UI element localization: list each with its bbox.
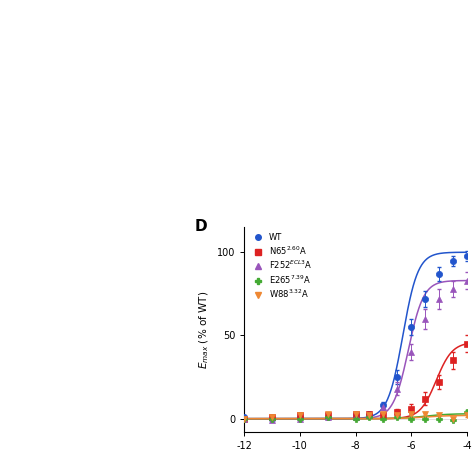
Y-axis label: $E_{max}$ (% of WT): $E_{max}$ (% of WT)	[198, 291, 211, 369]
Text: D: D	[195, 219, 208, 234]
Legend: WT, N65$^{2.60}$A, F252$^{ECL3}$A, E265$^{7.39}$A, W88$^{3.32}$A: WT, N65$^{2.60}$A, F252$^{ECL3}$A, E265$…	[248, 231, 314, 302]
